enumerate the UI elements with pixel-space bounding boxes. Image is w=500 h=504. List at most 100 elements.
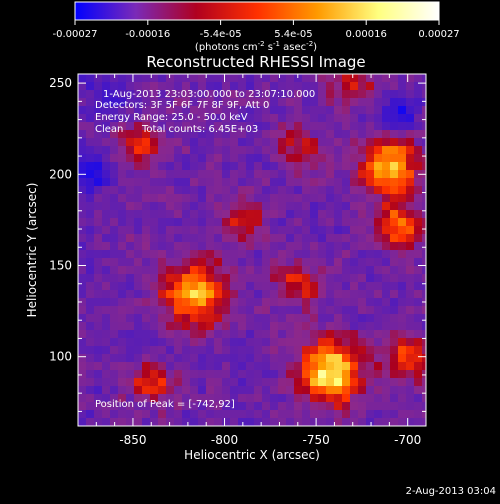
heatmap-cell [358,290,367,299]
heatmap-cell [238,162,247,171]
heatmap-cell [278,378,287,387]
heatmap-cell [190,370,199,379]
heatmap-cell [350,418,359,426]
heatmap-cell [102,170,111,179]
heatmap-cell [310,402,319,411]
heatmap-cell [118,98,127,107]
heatmap-cell [86,266,95,275]
heatmap-cell [382,266,391,275]
heatmap-cell [190,290,199,299]
heatmap-cell [350,194,359,203]
heatmap-cell [118,186,127,195]
heatmap-cell [134,418,143,426]
colorbar-tick-label: 0.00027 [418,29,459,40]
heatmap-cell [182,402,191,411]
heatmap-cell [182,362,191,371]
heatmap-cell [118,354,127,363]
heatmap-cell [126,106,135,115]
heatmap-cell [102,210,111,219]
heatmap-cell [190,82,199,91]
heatmap-cell [238,138,247,147]
heatmap-cell [182,130,191,139]
heatmap-cell [102,194,111,203]
heatmap-cell [334,202,343,211]
heatmap-cell [118,290,127,299]
heatmap-cell [414,218,423,227]
heatmap-cell [118,322,127,331]
heatmap-cell [102,274,111,283]
heatmap-cell [270,98,279,107]
heatmap-cell [134,130,143,139]
heatmap-cell [294,306,303,315]
heatmap-cell [414,194,423,203]
heatmap-cell [374,138,383,147]
heatmap-cell [126,114,135,123]
heatmap-cell [86,218,95,227]
heatmap-cell [174,242,183,251]
heatmap-cell [262,162,271,171]
heatmap-cell [102,322,111,331]
heatmap-cell [326,266,335,275]
heatmap-cell [278,122,287,131]
heatmap-cell [190,274,199,283]
heatmap-cell [286,122,295,131]
heatmap-cell [214,282,223,291]
heatmap-cell [198,162,207,171]
heatmap-cell [350,378,359,387]
heatmap-cell [390,370,399,379]
heatmap-cell [406,330,415,339]
heatmap-cell [118,330,127,339]
heatmap-cell [102,82,111,91]
heatmap-cell [150,162,159,171]
heatmap-cell [158,314,167,323]
heatmap-cell [166,250,175,259]
heatmap-cell [246,338,255,347]
heatmap-cell [78,306,87,315]
heatmap-cell [254,274,263,283]
heatmap-cell [134,194,143,203]
heatmap-cell [406,346,415,355]
heatmap-cell [302,378,311,387]
heatmap-cell [190,258,199,267]
heatmap-cell [230,202,239,211]
heatmap-cell [86,314,95,323]
heatmap-cell [278,402,287,411]
heatmap-cell [198,370,207,379]
heatmap-cell [142,194,151,203]
heatmap-cell [422,370,426,379]
heatmap-cell [254,322,263,331]
heatmap-cell [190,234,199,243]
heatmap-cell [366,130,375,139]
heatmap-cell [414,82,423,91]
heatmap-cell [206,354,215,363]
heatmap-cell [382,338,391,347]
heatmap-cell [110,210,119,219]
heatmap-cell [326,378,335,387]
heatmap-cell [214,410,223,419]
heatmap-cell [406,146,415,155]
y-tick-label: 200 [49,167,72,181]
heatmap-cell [254,194,263,203]
heatmap-cell [118,114,127,123]
heatmap-cell [214,370,223,379]
heatmap-cell [286,266,295,275]
heatmap-cell [190,298,199,307]
heatmap-cell [326,338,335,347]
heatmap-cell [166,282,175,291]
heatmap-cell [342,266,351,275]
heatmap-cell [190,210,199,219]
heatmap-cell [334,154,343,163]
heatmap-cell [198,362,207,371]
heatmap-cell [326,154,335,163]
heatmap-cell [198,394,207,403]
heatmap-cell [270,346,279,355]
heatmap-cell [382,154,391,163]
heatmap-cell [326,146,335,155]
heatmap-cell [318,194,327,203]
heatmap-cell [406,130,415,139]
heatmap-cell [158,418,167,426]
heatmap-cell [374,370,383,379]
heatmap-cell [174,250,183,259]
heatmap-cell [222,98,231,107]
heatmap-cell [326,98,335,107]
